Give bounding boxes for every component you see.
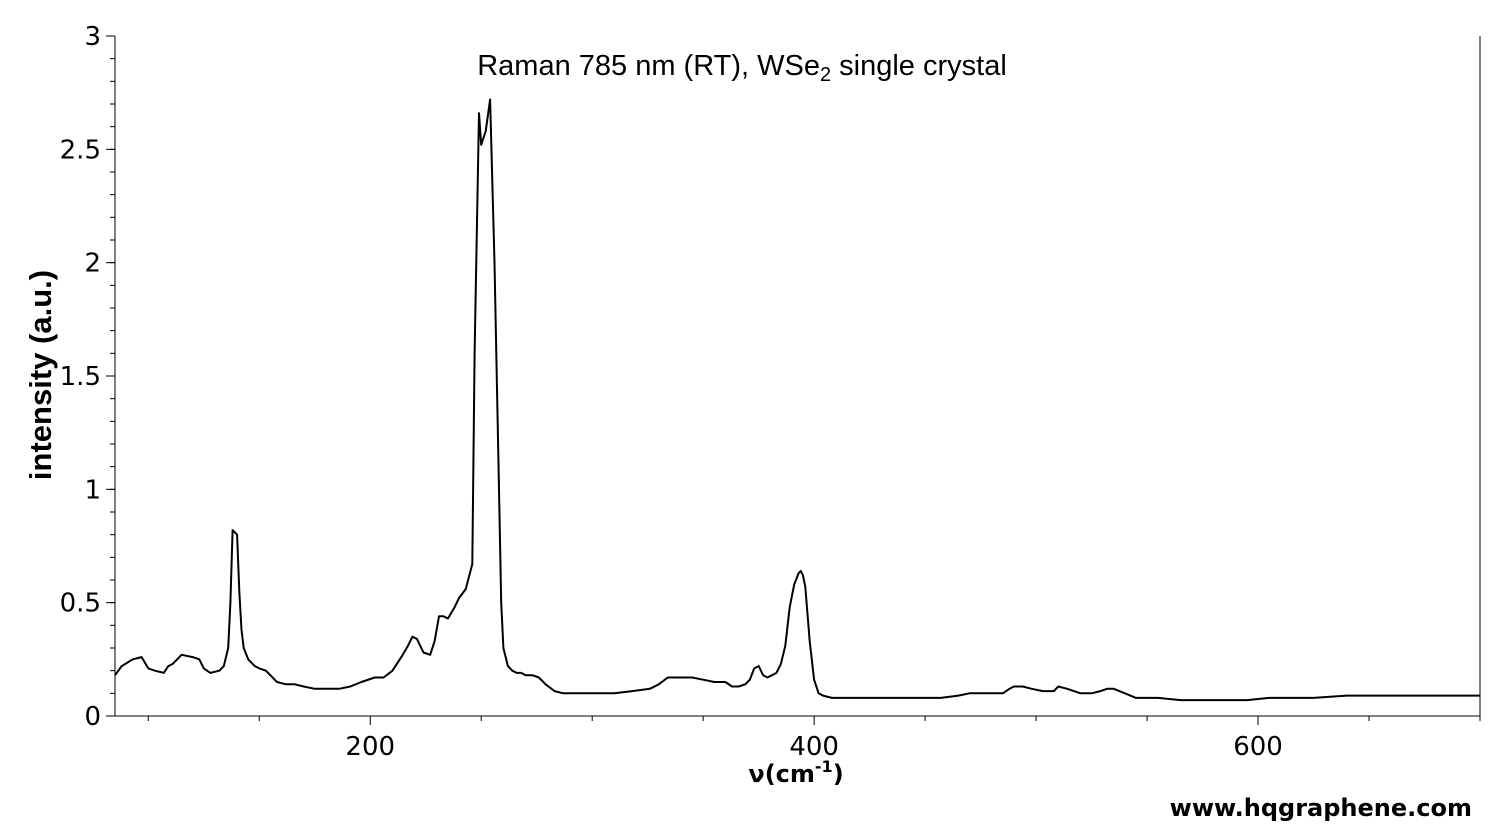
x-tick-label: 200: [345, 732, 395, 762]
y-tick-label: 2: [84, 249, 101, 279]
y-tick-label: 0: [84, 702, 101, 732]
y-tick-label: 2.5: [60, 135, 101, 165]
ticks: 0 0.5 1 1.5 2 2.5 3 200 400 600: [60, 22, 1481, 762]
spectrum-line: [114, 98, 1480, 702]
y-axis-label: intensity (a.u.): [23, 270, 58, 480]
y-tick-label: 3: [84, 22, 101, 52]
axes: [114, 36, 1481, 717]
y-tick-label: 0.5: [60, 589, 101, 619]
series-layer: [114, 98, 1480, 702]
x-tick-label: 400: [789, 732, 839, 762]
y-tick-label: 1.5: [60, 362, 101, 392]
x-tick-label: 600: [1233, 732, 1283, 762]
chart-title: Raman 785 nm (RT), WSe2 single crystal: [477, 50, 1007, 86]
x-axis-label: ν(cm-1): [748, 757, 843, 788]
watermark: www.hqgraphene.com: [1170, 794, 1472, 822]
y-tick-label: 1: [84, 475, 101, 505]
